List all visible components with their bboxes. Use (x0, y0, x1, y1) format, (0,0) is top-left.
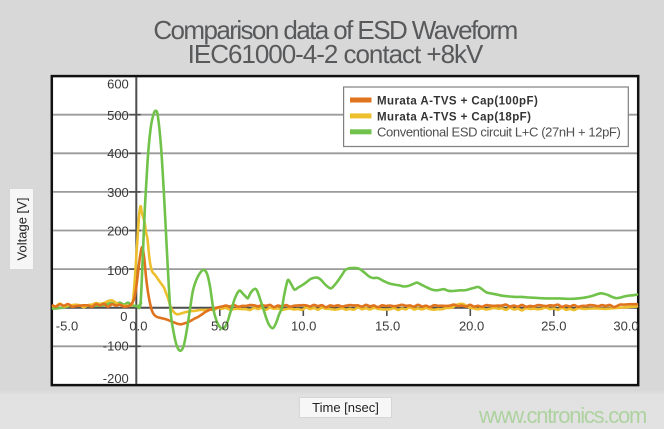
svg-text:15.0: 15.0 (375, 318, 400, 333)
svg-text:100: 100 (107, 263, 129, 278)
svg-text:Murata A-TVS + Cap(100pF): Murata A-TVS + Cap(100pF) (377, 96, 538, 108)
svg-text:Murata A-TVS + Cap(18pF): Murata A-TVS + Cap(18pF) (377, 112, 531, 124)
svg-text:20.0: 20.0 (459, 318, 484, 333)
svg-text:300: 300 (107, 185, 129, 200)
svg-text:0: 0 (120, 309, 127, 324)
svg-text:-5.0: -5.0 (56, 318, 78, 333)
svg-text:600: 600 (107, 77, 129, 92)
svg-text:400: 400 (107, 146, 129, 161)
svg-text:200: 200 (107, 224, 129, 239)
svg-text:30.0: 30.0 (613, 318, 638, 333)
svg-text:0.0: 0.0 (129, 318, 147, 333)
svg-text:25.0: 25.0 (541, 318, 566, 333)
svg-text:-200: -200 (103, 371, 129, 386)
svg-text:10.0: 10.0 (291, 318, 316, 333)
svg-text:500: 500 (107, 108, 129, 123)
svg-text:5.0: 5.0 (211, 318, 229, 333)
svg-text:Conventional ESD circuit L+C (: Conventional ESD circuit L+C (27nH + 12p… (377, 124, 620, 139)
svg-text:-100: -100 (103, 339, 129, 354)
